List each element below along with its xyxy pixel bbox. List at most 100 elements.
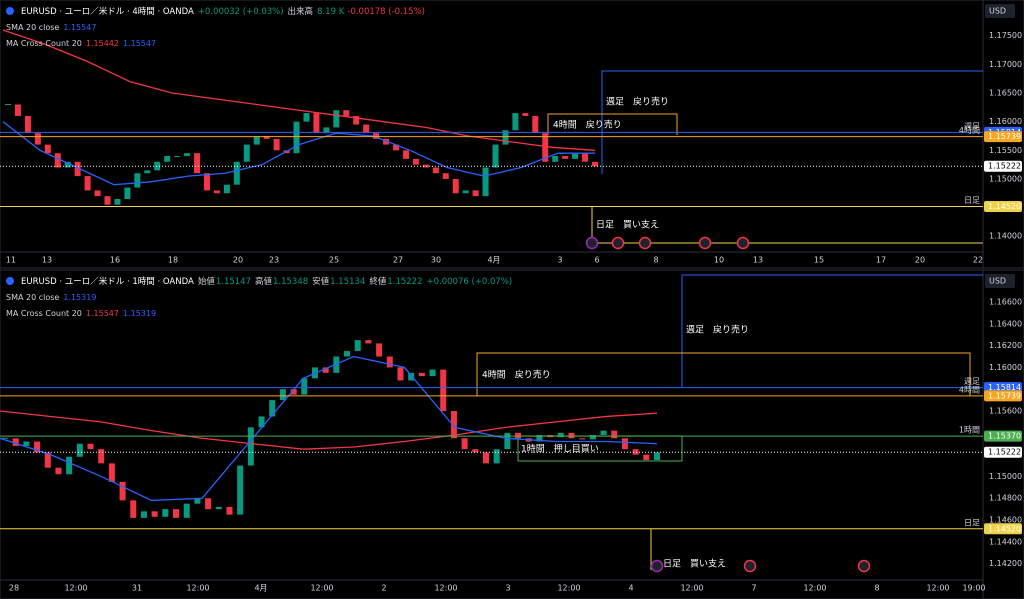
ohlc-value: 1.15222 bbox=[387, 277, 422, 287]
price-tag bbox=[984, 390, 1022, 402]
annotation: 1時間 押し目買い bbox=[521, 443, 599, 455]
event-icon bbox=[585, 236, 599, 250]
price-change: +0.00076 (+0.07%) bbox=[427, 277, 513, 287]
candle bbox=[66, 456, 73, 475]
event-icon bbox=[743, 559, 757, 573]
candle bbox=[440, 369, 447, 412]
ohlc-value: 1.15348 bbox=[273, 277, 308, 287]
price-tag-label: 1.14520 bbox=[988, 524, 1021, 533]
candle bbox=[418, 372, 425, 377]
price-tag-name: 週足 bbox=[964, 122, 980, 131]
indicator-value: 1.15442 bbox=[86, 39, 119, 48]
price-change: +0.00032 (+0.03%) bbox=[198, 7, 284, 17]
time-label: 12:00 bbox=[434, 584, 457, 593]
candle bbox=[313, 113, 320, 134]
price-tag bbox=[984, 131, 1022, 143]
candle bbox=[353, 115, 360, 125]
time-label: 3 bbox=[505, 584, 510, 593]
candle bbox=[402, 150, 409, 159]
candle bbox=[203, 173, 210, 191]
ohlc-name: 高値 bbox=[255, 276, 273, 287]
candle bbox=[174, 156, 181, 158]
indicator-line: MA Cross Count 20 1.15547 1.15319 bbox=[6, 309, 156, 318]
volume: 8.19 K bbox=[317, 7, 345, 17]
event-icon bbox=[611, 236, 625, 250]
candle bbox=[151, 511, 158, 517]
candle bbox=[408, 372, 415, 381]
candle bbox=[130, 500, 137, 518]
candle bbox=[253, 135, 260, 145]
candle bbox=[98, 449, 105, 464]
candle bbox=[363, 124, 370, 134]
price-tag bbox=[984, 160, 1022, 172]
candle bbox=[233, 161, 240, 185]
y-tick-label: 1.16600 bbox=[989, 297, 1022, 306]
currency-button[interactable] bbox=[985, 274, 1015, 288]
candle bbox=[536, 434, 543, 442]
candle bbox=[301, 378, 308, 395]
time-label: 3 bbox=[557, 256, 562, 265]
time-label: 11 bbox=[6, 256, 16, 265]
candle bbox=[104, 196, 111, 205]
candle bbox=[258, 416, 265, 428]
candle bbox=[14, 104, 21, 116]
candle bbox=[621, 438, 628, 450]
candle bbox=[74, 161, 81, 177]
time-label: 25 bbox=[329, 256, 339, 265]
volume-change: -0.00178 (-0.15%) bbox=[347, 7, 425, 17]
currency-button[interactable] bbox=[985, 4, 1015, 18]
drawing-box bbox=[547, 113, 678, 135]
candle bbox=[119, 481, 126, 501]
candle bbox=[162, 509, 169, 517]
indicator-line: SMA 20 close 1.15319 bbox=[6, 293, 96, 302]
candle bbox=[412, 158, 419, 165]
candle bbox=[34, 441, 41, 453]
time-label: 27 bbox=[393, 256, 403, 265]
candle bbox=[76, 443, 83, 457]
candle bbox=[87, 443, 94, 450]
candle bbox=[643, 454, 650, 461]
candle bbox=[492, 144, 499, 168]
price-tag-name: 日足 bbox=[964, 196, 980, 205]
candle bbox=[343, 110, 350, 116]
candle bbox=[12, 438, 19, 446]
candle bbox=[322, 367, 329, 373]
y-tick-label: 1.14000 bbox=[989, 232, 1022, 241]
candle bbox=[164, 156, 171, 162]
indicator-value: 1.15319 bbox=[123, 309, 156, 318]
candle bbox=[542, 133, 549, 162]
ohlc-name: 始値 bbox=[198, 276, 216, 287]
candle bbox=[450, 411, 457, 439]
price-tag-name: 4時間 bbox=[959, 385, 980, 394]
price-tag-name: 1時間 bbox=[959, 426, 980, 435]
event-icon bbox=[638, 236, 652, 250]
drawing-box bbox=[476, 352, 971, 396]
currency-label[interactable]: USD bbox=[989, 7, 1006, 16]
time-label: 16 bbox=[110, 256, 120, 265]
time-label: 10 bbox=[714, 256, 724, 265]
candle bbox=[64, 161, 71, 168]
candle bbox=[373, 133, 380, 139]
candle bbox=[568, 432, 575, 439]
price-tag-name: 週足 bbox=[964, 377, 980, 386]
header-line: EURUSD · ユーロ／米ドル · 1時間 · OANDA 始値1.15147 高… bbox=[21, 276, 512, 287]
currency-label[interactable]: USD bbox=[989, 277, 1006, 286]
symbol-title: EURUSD · ユーロ／米ドル · 4時間 · OANDA bbox=[21, 6, 194, 17]
candle bbox=[393, 144, 400, 151]
candle bbox=[5, 103, 11, 105]
time-label: 4月 bbox=[254, 584, 267, 593]
candle bbox=[144, 170, 151, 174]
candle bbox=[611, 430, 618, 439]
y-tick-label: 1.15000 bbox=[989, 472, 1022, 481]
y-tick-label: 1.15000 bbox=[989, 174, 1022, 183]
event-icon bbox=[698, 236, 712, 250]
annotation: 週足 戻り売り bbox=[686, 324, 749, 336]
candle bbox=[194, 153, 201, 174]
price-tag-name: 日足 bbox=[964, 518, 980, 527]
candle bbox=[515, 432, 522, 439]
price-tag-name: 4時間 bbox=[959, 126, 980, 135]
candle bbox=[223, 184, 230, 194]
candle bbox=[2, 437, 8, 439]
price-tag bbox=[984, 446, 1022, 458]
time-label: 22 bbox=[973, 256, 983, 265]
